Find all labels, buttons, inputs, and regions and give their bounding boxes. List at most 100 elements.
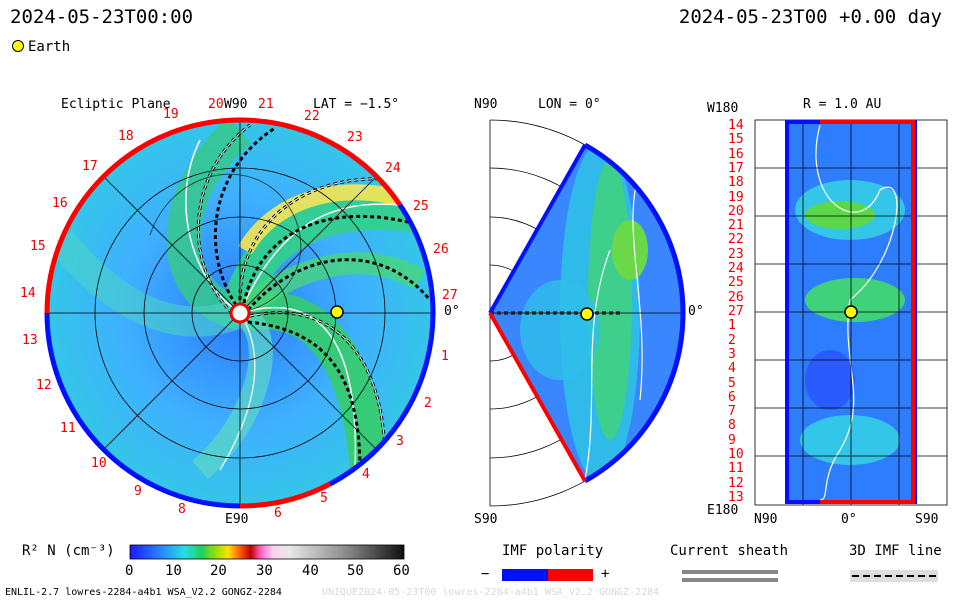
radial-y-label: 12 — [728, 475, 744, 491]
ecliptic-tick-number: 19 — [163, 107, 179, 122]
radial-corner-top: W180 — [707, 101, 739, 116]
colorbar-tick: 30 — [256, 563, 273, 579]
radial-y-label: 20 — [728, 203, 744, 219]
ecliptic-bottom-label: E90 — [225, 512, 249, 527]
imf-plus-label: + — [601, 566, 610, 582]
radial-y-label: 27 — [728, 304, 744, 319]
ecliptic-tick-number: 16 — [52, 196, 68, 211]
right-timestamp: 2024-05-23T00 +0.00 day — [678, 6, 942, 28]
meridional-plane-panel — [488, 119, 686, 507]
imf-polarity-title: IMF polarity — [502, 543, 604, 559]
radial-x-label: S90 — [915, 512, 939, 527]
ecliptic-title: Ecliptic Plane — [61, 97, 171, 112]
radial-y-label: 8 — [728, 418, 736, 434]
colorbar-label: R² N (cm⁻³) — [22, 543, 115, 559]
colorbar-tick: 20 — [210, 563, 227, 579]
radius-label: R = 1.0 AU — [803, 97, 882, 112]
radial-y-label: 5 — [728, 375, 736, 391]
imf-positive-swatch — [548, 569, 593, 581]
ecliptic-tick-number: 27 — [442, 288, 458, 303]
radial-y-label: 10 — [728, 447, 744, 463]
earth-marker-icon — [844, 305, 858, 319]
sun-icon — [229, 302, 251, 324]
ecliptic-tick-number: 5 — [320, 491, 328, 506]
colorbar-tick: 50 — [347, 563, 364, 579]
radial-y-label: 11 — [728, 461, 744, 477]
radial-y-label: 16 — [728, 146, 744, 162]
imf-3d-line-title: 3D IMF line — [849, 543, 942, 559]
radial-x-label: N90 — [754, 512, 778, 527]
ecliptic-tick-number: 26 — [433, 242, 449, 257]
ecliptic-tick-number: 8 — [178, 502, 186, 517]
ecliptic-tick-number: 17 — [82, 159, 98, 174]
ecliptic-tick-number: 21 — [258, 97, 274, 112]
radial-x-label: 0° — [841, 512, 857, 527]
ecliptic-tick-number: 25 — [413, 199, 429, 214]
radial-y-label: 24 — [728, 261, 744, 277]
radial-y-label: 13 — [728, 490, 744, 505]
density-colorbar — [129, 544, 405, 560]
ecliptic-tick-number: 10 — [91, 456, 107, 471]
radial-y-label: 9 — [728, 432, 736, 448]
colorbar-tick: 60 — [393, 563, 410, 579]
imf-3d-line-legend — [850, 570, 938, 582]
footer-run-info: UNIQUE2024-05-23T00 lowres-2284-a4b1 WSA… — [322, 587, 660, 598]
colorbar-tick: 10 — [165, 563, 182, 579]
meridional-bottom-label: S90 — [474, 512, 498, 527]
radial-y-label: 17 — [728, 160, 744, 176]
imf-minus-label: − — [481, 566, 490, 582]
ecliptic-plane-panel — [44, 117, 436, 509]
colorbar-tick: 40 — [302, 563, 319, 579]
ecliptic-tick-number: 1 — [441, 349, 449, 364]
colorbar-tick: 0 — [125, 563, 134, 579]
left-timestamp: 2024-05-23T00:00 — [10, 6, 194, 28]
current-sheath-legend — [682, 570, 778, 582]
imf-polarity-legend — [502, 569, 593, 581]
ecliptic-tick-number: 20 — [208, 97, 224, 112]
ecliptic-tick-number: 9 — [134, 484, 142, 499]
earth-legend-label: Earth — [28, 39, 71, 55]
ecliptic-tick-number: 22 — [304, 109, 320, 124]
current-sheath-title: Current sheath — [670, 543, 789, 559]
ecliptic-right-label: 0° — [444, 304, 460, 319]
radial-y-label: 1 — [728, 318, 736, 334]
radial-strip-panel — [754, 119, 948, 506]
radial-y-label: 6 — [728, 389, 736, 405]
meridional-right-label: 0° — [688, 304, 704, 319]
radial-y-label: 18 — [728, 175, 744, 191]
earth-marker-icon — [330, 305, 344, 319]
earth-marker-icon — [580, 307, 594, 321]
radial-y-label: 15 — [728, 132, 744, 148]
ecliptic-tick-number: 15 — [30, 239, 46, 254]
ecliptic-tick-number: 3 — [396, 434, 404, 449]
radial-y-label: 21 — [728, 218, 744, 234]
radial-y-label: 7 — [728, 404, 736, 420]
ecliptic-tick-number: 24 — [385, 161, 401, 176]
earth-legend: Earth — [12, 39, 70, 55]
radial-corner-bottom: E180 — [707, 503, 739, 518]
ecliptic-tick-number: 6 — [274, 506, 282, 521]
ecliptic-tick-number: 2 — [424, 396, 432, 411]
ecliptic-tick-number: 13 — [22, 333, 38, 348]
radial-y-label: 3 — [728, 346, 736, 362]
ecliptic-tick-number: 11 — [60, 421, 76, 436]
ecliptic-top-label: W90 — [224, 97, 248, 112]
ecliptic-tick-number: 14 — [20, 286, 36, 301]
radial-y-label: 23 — [728, 246, 744, 262]
footer-model-info: ENLIL-2.7 lowres-2284-a4b1 WSA_V2.2 GONG… — [5, 587, 282, 598]
radial-y-label: 2 — [728, 332, 736, 348]
radial-y-label: 19 — [728, 189, 744, 205]
imf-negative-swatch — [502, 569, 548, 581]
ecliptic-tick-number: 18 — [118, 129, 134, 144]
ecliptic-tick-number: 12 — [36, 378, 52, 393]
radial-y-label: 22 — [728, 232, 744, 248]
ecliptic-tick-number: 23 — [347, 130, 363, 145]
lon-label: LON = 0° — [538, 97, 601, 112]
ecliptic-tick-number: 4 — [362, 467, 370, 482]
earth-marker-icon — [12, 40, 24, 52]
radial-y-label: 14 — [728, 118, 744, 133]
radial-y-label: 4 — [728, 361, 736, 377]
lat-label: LAT = −1.5° — [313, 97, 400, 112]
radial-y-label: 25 — [728, 275, 744, 291]
